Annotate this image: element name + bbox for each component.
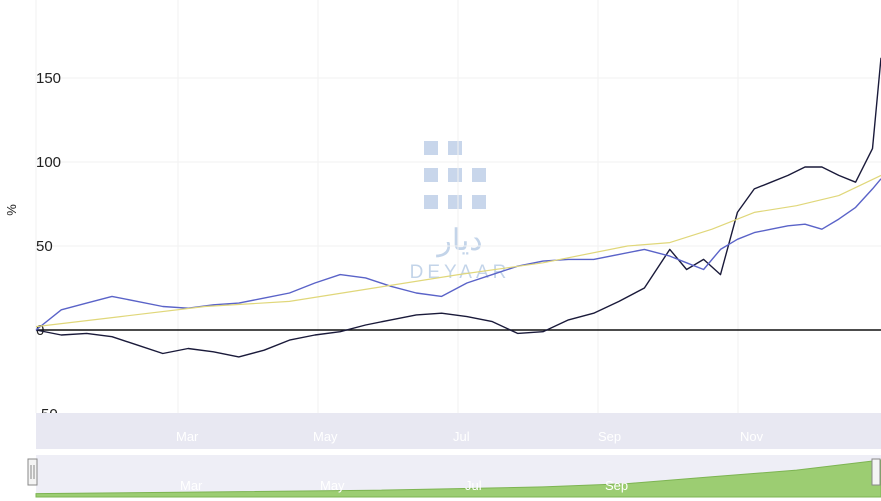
navigator-right-handle[interactable]	[871, 458, 881, 486]
period-label: Nov	[740, 429, 764, 444]
navigator-label: Sep	[605, 478, 628, 493]
period-label: Sep	[598, 429, 621, 444]
navigator-labels: Mar May Jul Sep	[180, 478, 628, 493]
navigator-area	[35, 459, 881, 498]
range-navigator[interactable]: Mar May Jul Sep	[27, 455, 881, 498]
period-band	[36, 413, 881, 449]
logo-square-6	[424, 195, 438, 209]
grip-handle-icon[interactable]	[871, 458, 881, 486]
period-labels: Mar May Jul Sep Nov	[176, 429, 764, 444]
logo-square-3	[424, 168, 438, 182]
logo-square-4	[448, 168, 462, 182]
y-tick-label: 50	[36, 238, 53, 255]
navigator-label: May	[320, 478, 345, 493]
watermark-arabic: ديار	[435, 224, 482, 258]
grip-handle-icon[interactable]	[27, 458, 38, 486]
navigator-label: Jul	[465, 478, 482, 493]
logo-square-7	[448, 195, 462, 209]
period-label: Mar	[176, 429, 199, 444]
series-group	[35, 57, 881, 358]
y-tick-label: 100	[36, 154, 61, 171]
y-tick-label: 150	[36, 70, 61, 87]
series-line-3	[35, 174, 881, 328]
y-axis-label: %	[4, 204, 19, 216]
logo-square-5	[472, 168, 486, 182]
logo-square-2	[448, 141, 462, 155]
navigator-label: Mar	[180, 478, 203, 493]
period-label: May	[313, 429, 338, 444]
navigator-left-handle[interactable]	[27, 458, 38, 486]
logo-square-8	[472, 195, 486, 209]
series-line-1	[35, 57, 881, 358]
period-label: Jul	[453, 429, 470, 444]
logo-square-1	[424, 141, 438, 155]
